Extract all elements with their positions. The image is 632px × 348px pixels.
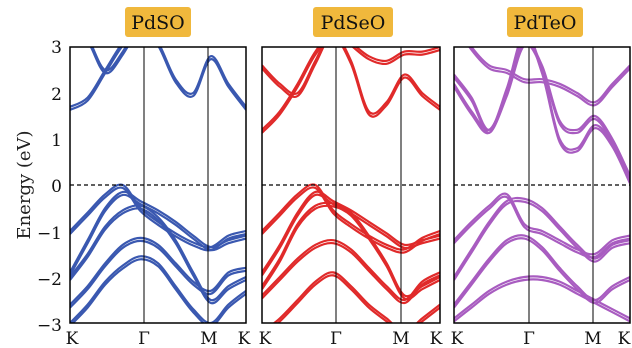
y-tick-label: 2 xyxy=(51,85,62,105)
x-tick-label: K xyxy=(618,329,631,348)
y-tick-label: 1 xyxy=(51,131,62,151)
band-line xyxy=(70,239,246,309)
band-lines xyxy=(262,47,440,323)
band-lines xyxy=(454,47,630,323)
panel-title: PdSO xyxy=(131,12,185,34)
band-line xyxy=(468,47,630,107)
band-line xyxy=(470,47,630,104)
x-tick-label: K xyxy=(66,329,79,348)
band-lines xyxy=(70,47,246,323)
band-line xyxy=(70,186,246,252)
panel-pdteo: PdTeO K Γ M K xyxy=(451,7,631,348)
band-line xyxy=(262,241,440,305)
band-line xyxy=(262,183,440,251)
plot-frame xyxy=(261,46,441,324)
panel-pdseo: PdSeO K Γ M K xyxy=(259,7,443,348)
band-line xyxy=(454,278,630,323)
band-line xyxy=(454,275,630,320)
x-tick-label: Γ xyxy=(330,329,342,348)
band-line xyxy=(70,204,246,302)
band-line xyxy=(91,47,128,72)
band-line xyxy=(454,47,630,184)
y-tick-label: 3 xyxy=(51,38,62,58)
title-badge xyxy=(313,7,393,37)
y-tick-label: −3 xyxy=(37,316,62,336)
x-tick-label: M xyxy=(200,329,217,348)
x-tick-label: Γ xyxy=(523,329,535,348)
band-line xyxy=(276,274,440,323)
panel-title: PdSeO xyxy=(321,12,386,34)
band-line xyxy=(454,192,630,256)
plot-area xyxy=(454,47,630,323)
band-line xyxy=(454,195,630,259)
band-line xyxy=(70,183,246,249)
band-line xyxy=(70,207,246,305)
x-tick-label: K xyxy=(238,329,251,348)
plot-frame xyxy=(69,46,247,324)
band-line xyxy=(262,190,440,274)
band-line xyxy=(454,237,630,309)
band-line xyxy=(70,47,246,108)
band-line xyxy=(70,255,246,323)
plot-area xyxy=(70,47,246,323)
band-line xyxy=(70,193,246,276)
band-line xyxy=(454,234,630,306)
panel-pdso: PdSO K Γ M K xyxy=(66,7,251,348)
band-line xyxy=(70,47,246,111)
band-line xyxy=(262,238,440,302)
y-axis-label: Energy (eV) xyxy=(14,130,35,239)
band-line xyxy=(89,47,129,75)
y-tick-label: 0 xyxy=(51,177,62,197)
band-line xyxy=(454,199,630,281)
band-line xyxy=(262,47,440,95)
band-line xyxy=(454,196,630,278)
plot-frame xyxy=(453,46,631,324)
x-tick-label: K xyxy=(451,329,464,348)
band-line xyxy=(262,47,440,98)
x-tick-label: M xyxy=(392,329,409,348)
title-badge xyxy=(507,7,583,37)
title-badge xyxy=(125,7,191,37)
x-tick-label: K xyxy=(259,329,272,348)
band-line xyxy=(454,47,630,181)
band-line xyxy=(272,271,440,323)
x-tick-label: M xyxy=(584,329,601,348)
band-line xyxy=(262,186,440,254)
x-tick-label: Γ xyxy=(138,329,150,348)
x-tick-label: K xyxy=(430,329,443,348)
panel-title: PdTeO xyxy=(514,12,577,34)
plot-area xyxy=(262,47,440,323)
band-line xyxy=(70,236,246,306)
y-tick-labels: 3 2 1 0 −1 −2 −3 xyxy=(37,38,62,336)
y-tick-label: −1 xyxy=(37,224,62,244)
y-tick-label: −2 xyxy=(37,270,62,290)
